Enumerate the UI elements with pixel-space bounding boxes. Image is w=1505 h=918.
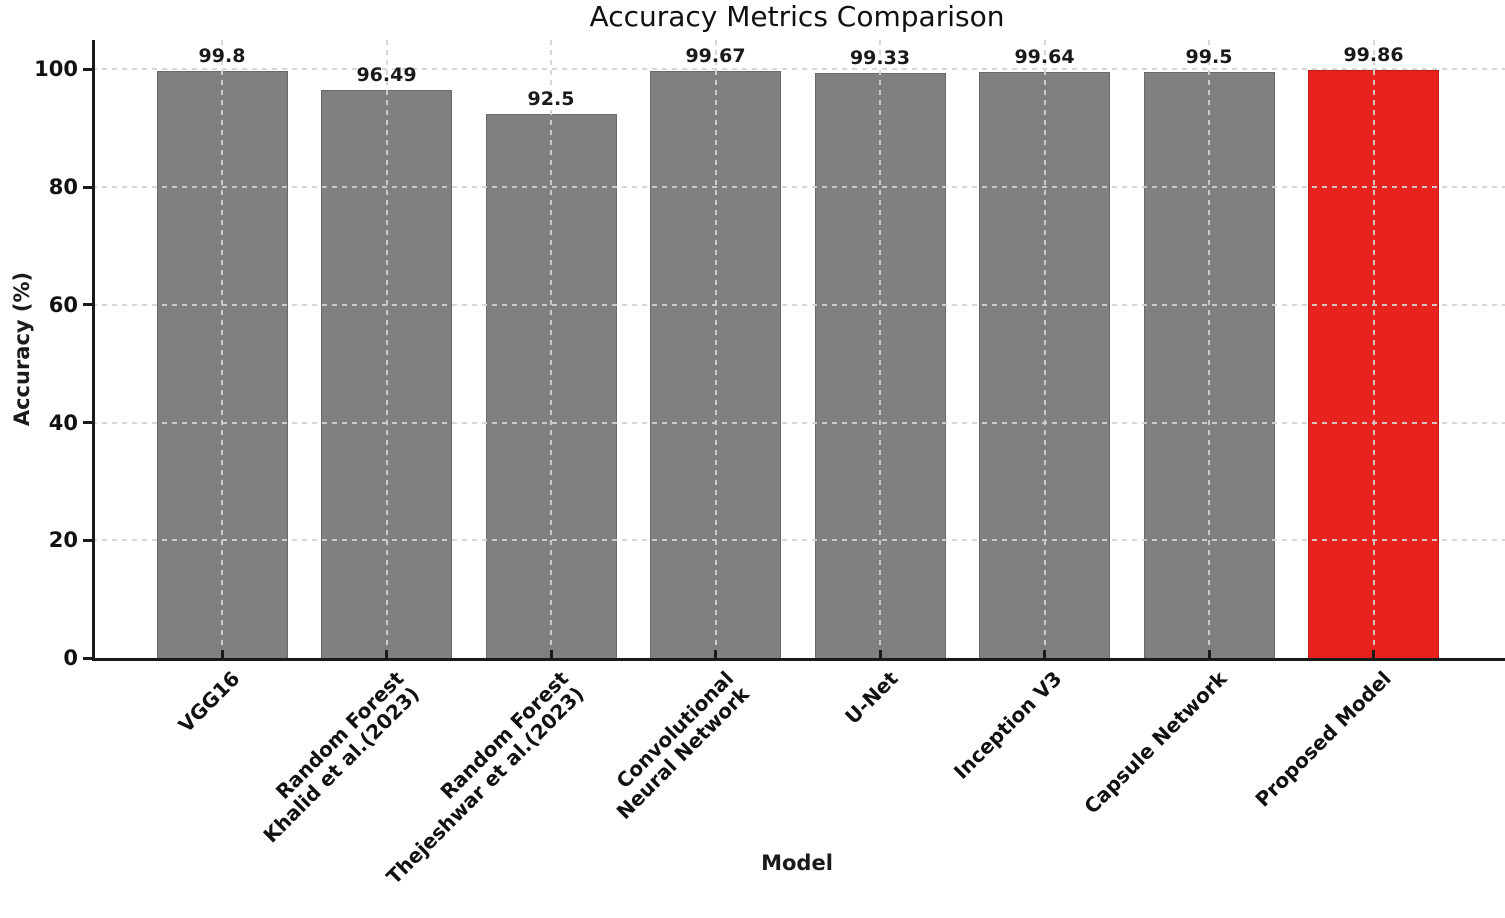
v-gridline — [221, 40, 223, 658]
chart-title: Accuracy Metrics Comparison — [589, 0, 1005, 33]
y-tick — [83, 421, 92, 425]
y-tick-label: 80 — [48, 175, 78, 200]
bar-value-label: 99.64 — [1014, 45, 1075, 68]
v-gridline — [714, 40, 717, 658]
h-gridline — [92, 303, 1505, 306]
x-tick — [1043, 650, 1046, 658]
v-gridline — [385, 40, 388, 658]
x-axis-label: Model — [761, 851, 833, 875]
bar-value-label: 99.8 — [198, 44, 246, 67]
x-axis-spine — [92, 658, 1505, 661]
y-axis-spine — [92, 40, 95, 661]
bar-value-label: 99.5 — [1185, 46, 1233, 69]
y-tick — [83, 656, 92, 660]
x-tick-label: Proposed Model — [1250, 666, 1396, 812]
y-tick-label: 60 — [48, 292, 78, 317]
v-gridline — [1208, 40, 1210, 658]
h-gridline — [92, 421, 1505, 424]
bar-value-label: 99.33 — [849, 47, 911, 70]
y-tick-label: 20 — [48, 528, 78, 553]
x-tick — [878, 650, 882, 658]
x-tick — [1207, 650, 1211, 658]
x-tick — [1372, 650, 1375, 658]
h-gridline — [92, 539, 1505, 542]
bar-value-label: 92.5 — [527, 87, 575, 110]
x-tick-label: Inception V3 — [949, 666, 1067, 784]
bar-value-label: 96.49 — [356, 64, 417, 87]
y-tick-label: 100 — [34, 57, 78, 82]
y-tick-label: 0 — [63, 646, 78, 670]
y-tick — [83, 185, 92, 189]
x-tick-label: Convolutional Neural Network — [610, 666, 754, 824]
x-tick-label: VGG16 — [173, 666, 245, 738]
v-gridline — [550, 40, 552, 658]
x-tick-label: Capsule Network — [1079, 666, 1232, 819]
h-gridline — [92, 186, 1505, 189]
v-gridline — [1043, 40, 1046, 658]
v-gridline — [879, 40, 881, 658]
y-tick — [83, 538, 92, 542]
y-tick — [83, 303, 92, 307]
bar-value-label: 99.86 — [1343, 44, 1404, 67]
x-tick-label: U-Net — [839, 666, 903, 729]
x-tick — [220, 650, 224, 658]
y-axis-label: Accuracy (%) — [10, 271, 34, 427]
y-tick-label: 40 — [48, 410, 78, 435]
x-tick — [714, 650, 717, 658]
h-gridline — [92, 68, 1505, 71]
x-tick — [385, 650, 388, 658]
x-tick-label: Random Forest Khalid et al.(2023) — [258, 666, 425, 848]
y-tick — [83, 67, 92, 71]
v-gridline — [1372, 40, 1375, 658]
x-tick — [549, 650, 553, 658]
bar-value-label: 99.67 — [685, 45, 746, 68]
